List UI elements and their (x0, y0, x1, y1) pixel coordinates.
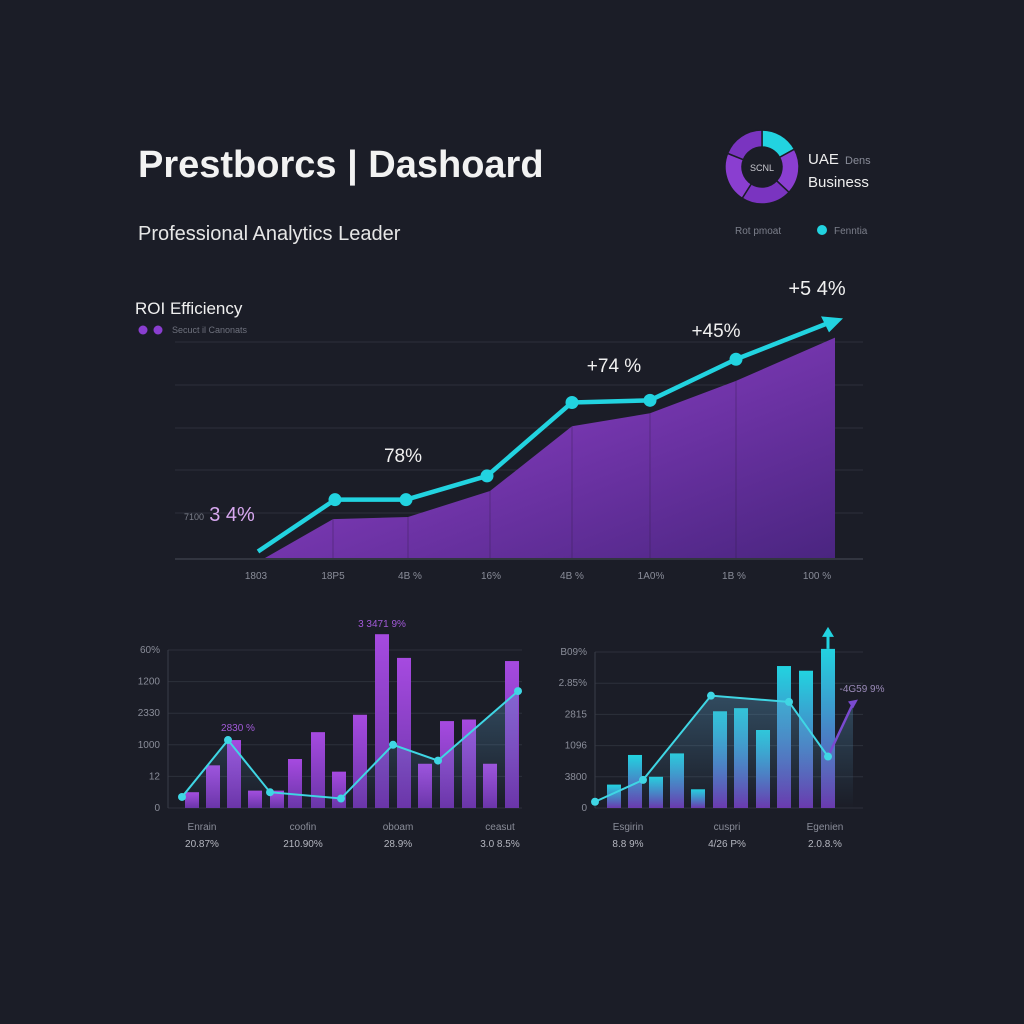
data-point (399, 493, 413, 507)
data-point (514, 687, 522, 696)
data-point (337, 794, 345, 803)
line-area-shade (182, 691, 518, 808)
y-tick-label: B09% (560, 647, 587, 658)
group-label: cuspri (714, 822, 741, 833)
y-tick-label: 1000 (138, 740, 161, 751)
y-tick-label: 2330 (138, 708, 161, 719)
data-label: -4G59 9% (839, 684, 884, 695)
line-series (256, 318, 836, 554)
data-point (434, 756, 442, 765)
data-point (643, 393, 657, 407)
y-tick-label: 2815 (565, 709, 588, 720)
group-value: 210.90% (283, 839, 323, 850)
legend-left-label: Rot pmoat (735, 226, 781, 237)
group-label: oboam (383, 822, 414, 833)
main-chart-title: ROI Efficiency (135, 299, 243, 318)
line-segment (826, 702, 855, 758)
badge-title: UAE (808, 151, 839, 168)
data-point (178, 792, 186, 801)
data-label: +45% (691, 321, 740, 342)
data-point (328, 493, 342, 507)
group-value: 2.0.8.% (808, 839, 842, 850)
group-value: 20.87% (185, 839, 219, 850)
data-label: +5 4% (788, 278, 845, 300)
y-tick-label: 12 (149, 771, 161, 782)
group-value: 28.9% (384, 839, 412, 850)
group-label: Enrain (188, 822, 217, 833)
group-label: Esgirin (613, 822, 644, 833)
group-label: ceasut (485, 822, 515, 833)
data-label: 3 3471 9% (358, 619, 406, 630)
donut-badge-icon (724, 129, 800, 205)
data-label: +74 % (587, 356, 642, 377)
y-tick-label: 2.85% (559, 678, 587, 689)
data-point (389, 740, 397, 749)
data-point (729, 352, 743, 366)
area-series (265, 337, 835, 558)
data-label: 3 4% (209, 504, 255, 526)
badge-small-label: Dens (845, 155, 871, 167)
legend-right-label: Fenntia (834, 226, 868, 237)
right-bar-chart: 0 3800 1096 2815 2.85% B09% -4G59 9% Esgirin 8.8… (559, 626, 885, 850)
y-tick-label: 0 (581, 803, 587, 814)
data-point (824, 752, 832, 761)
data-point (591, 797, 599, 806)
data-point (224, 736, 232, 745)
left-bar-chart: 0 12 1000 2330 1200 60% 2830 % 3 3471 9% Enrain 2… (138, 619, 522, 850)
arrow-up-icon (821, 316, 843, 333)
y-tick-label: 60% (140, 645, 160, 656)
x-tick-label: 1A0% (638, 571, 665, 582)
page-subtitle: Professional Analytics Leader (138, 223, 401, 245)
x-tick-label: 1803 (245, 571, 268, 582)
x-tick-label: 100 % (803, 571, 831, 582)
group-value: 3.0 8.5% (480, 839, 520, 850)
data-point (480, 469, 494, 483)
x-tick-label: 1B % (722, 571, 746, 582)
main-chart-subtitle: Secuct il Canonats (172, 325, 248, 335)
data-point (639, 775, 647, 784)
arrow-up-icon (822, 626, 834, 637)
y-tick-label: 1200 (138, 677, 161, 688)
badge-subtitle: Business (808, 174, 869, 191)
main-chart: 1803 18P5 4B % 16% 4B % 1A0% 1B % 100 % +5 4% +45… (175, 278, 863, 582)
x-tick-label: 18P5 (321, 571, 345, 582)
legend-cyan-dot (817, 225, 827, 235)
x-tick-label: 4B % (560, 571, 584, 582)
data-label: 2830 % (221, 723, 255, 734)
group-label: coofin (290, 822, 317, 833)
data-point (707, 691, 715, 700)
data-point (266, 788, 274, 797)
y-tick-label: 3800 (565, 772, 588, 783)
x-tick-label: 16% (481, 571, 501, 582)
data-point (785, 697, 793, 706)
line-area-shade (595, 695, 853, 808)
legend-dot (153, 325, 163, 335)
y-tick-label: 0 (154, 803, 160, 814)
bar (311, 732, 325, 808)
donut-segment (726, 129, 763, 161)
y-tick-label: 1096 (565, 741, 588, 752)
group-label: Egenien (807, 822, 844, 833)
data-label-prefix: 7100 (184, 512, 204, 522)
group-value: 8.8 9% (612, 839, 643, 850)
data-label: 78% (384, 446, 422, 467)
page-title: Prestborcs | Dashoard (138, 144, 544, 186)
arrow-icon (848, 699, 858, 709)
x-tick-label: 4B % (398, 571, 422, 582)
data-point (565, 395, 579, 409)
legend-dot (138, 325, 148, 335)
donut-center-label: SCNL (750, 163, 774, 173)
group-value: 4/26 P% (708, 839, 746, 850)
